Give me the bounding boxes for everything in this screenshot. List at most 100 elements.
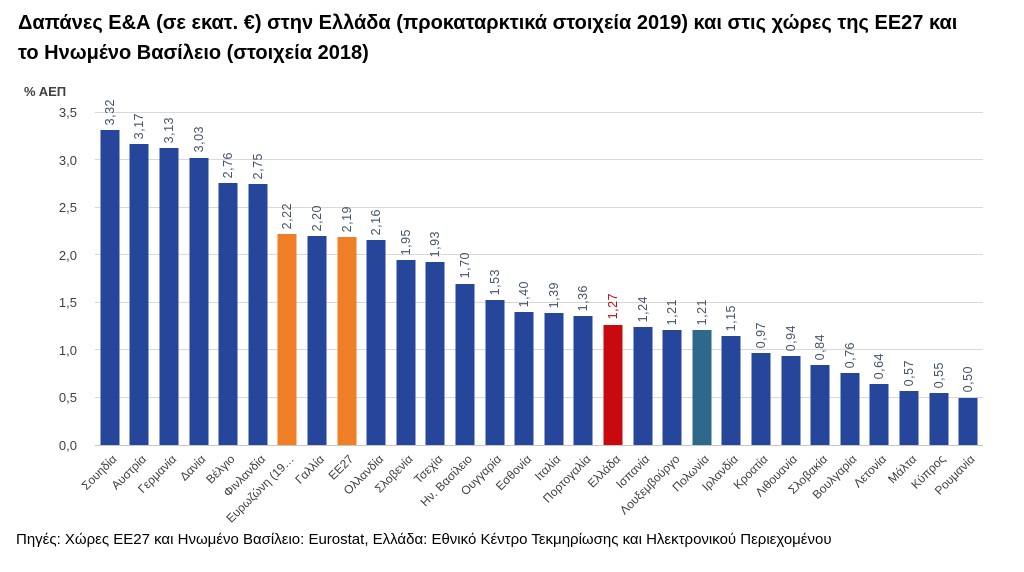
bar [159,148,179,445]
bar [810,365,830,445]
bar-slot: 1,27 Ελλάδα [584,113,628,490]
bar [899,390,919,445]
bar [958,397,978,445]
bar-value-label: 2,16 [369,208,384,236]
bar-slot: 1,21 Πολωνία [669,113,717,494]
bar [692,330,712,445]
bar-slot: 2,20 Γαλλία [292,113,332,487]
bar [721,335,741,445]
bar-value-label: 0,76 [842,341,857,368]
bar-value-label: 0,84 [813,333,828,361]
bar [869,384,889,445]
bar-value-label: 0,94 [783,324,798,351]
bar-value-label: 2,22 [280,203,295,230]
bar [781,355,801,445]
gridline [95,254,983,256]
x-axis-label: Δανία [176,452,209,484]
y-axis-tick-label: 3,0 [58,152,77,168]
bar [455,283,475,445]
bar-value-label: 0,64 [872,352,887,380]
bar-slot: 2,22 Ευρωζώνη (19… [224,113,303,525]
bar-slot: 0,50 Ρουμανία [932,113,983,498]
bar-value-label: 1,40 [517,280,532,308]
bar-slot: 2,75 Φινλανδία [220,113,273,500]
bar [218,183,238,445]
bar [366,240,386,445]
plot-area: 3,32 Σουηδία 3,17 Αυστρία 3,13 Γερμανία 3,03 Δα… [79,99,983,526]
bar-value-label: 2,76 [221,151,236,179]
bar-value-label: 2,75 [250,152,265,180]
source-note: Πηγές: Χώρες ΕΕ27 και Ηνωμένο Βασίλειο: … [16,531,832,548]
bar-slot: 1,24 Ισπανία [613,113,658,491]
bar [514,312,534,445]
bar-slot: 0,57 Μάλτα [885,113,924,487]
y-axis-title: % ΑΕΠ [24,84,67,99]
bar-value-label: 1,39 [546,281,561,309]
bar-slot: 3,13 Γερμανία [135,113,184,496]
bar-slot: 1,93 Τσεχία [411,113,451,487]
bar-slot: 3,03 Δανία [177,113,214,483]
y-axis: 0,0 0,5 1,0 1,5 2,0 2,5 3,0 3,5 [0,105,86,453]
bar-value-label: 0,57 [901,359,916,386]
bar [633,327,653,445]
bar-slot: 0,55 Κύπρος [909,113,954,492]
bar-value-label: 1,15 [724,304,739,331]
bar [840,372,860,445]
bar-value-label: 3,17 [132,112,147,140]
gridline [95,396,983,398]
bar-value-label: 1,21 [665,298,680,326]
bar [929,392,949,445]
bar-slot: 1,36 Πορτογαλία [540,113,599,506]
y-axis-tick-label: 0,0 [58,438,77,453]
y-axis-tick-label: 1,5 [58,295,77,311]
bar-value-label: 1,93 [428,230,443,257]
bar [485,299,505,445]
bar-slot: 1,53 Ουγγαρία [458,113,510,499]
bar [603,324,623,445]
bar-slot: 0,76 Βουλγαρία [810,113,865,502]
bar-value-label: 1,70 [457,252,472,279]
y-axis-tick-label: 3,5 [58,105,77,120]
bar [307,236,327,445]
bar-slot: 1,70 Ην. Βασίλειο [418,113,480,509]
bar-value-label: 3,03 [191,126,206,153]
bar-value-label: 0,55 [931,361,946,388]
bar [129,144,149,445]
bar-slot: 0,84 Σλοβακία [785,113,835,497]
bar [100,130,120,445]
bar [248,184,268,445]
x-axis-label: Γαλλία [292,452,327,487]
bar [189,157,209,445]
gridline [95,112,983,113]
bar-slot: 1,95 Σλοβενία [372,113,421,496]
y-axis-tick-label: 2,5 [58,200,77,216]
bar-value-label: 1,21 [694,298,709,326]
bar-value-label: 1,53 [487,268,502,295]
bar-slot: 1,15 Ιρλανδία [700,113,747,494]
bar-value-label: 0,50 [961,366,976,393]
bar-slot: 3,32 Σουηδία [79,99,125,493]
chart-title: Δαπάνες Ε&Α (σε εκατ. €) στην Ελλάδα (πρ… [18,12,958,64]
bar [544,313,564,445]
gridline [95,349,983,351]
bar-slot: 0,97 Κροατία [731,113,776,493]
bar [662,330,682,445]
bar-slot: 2,19 ΕΕ27 [326,113,362,483]
gridline [95,301,983,303]
bar-slot: 0,94 Λιθουανία [753,113,806,500]
bar-value-label: 3,32 [102,98,117,126]
bar [337,237,357,445]
bar-value-label: 0,97 [753,321,768,348]
bar-slot: 0,64 Λετονία [851,113,895,490]
bar [396,260,416,445]
bar-slot: 2,16 Ολλανδία [341,113,391,498]
bar-value-label: 1,27 [605,293,620,320]
bar [425,261,445,445]
y-axis-tick-label: 2,0 [58,247,77,263]
bar-slot: 1,21 Λουξεμβούργο [617,113,687,518]
bar-value-label: 1,95 [398,228,413,256]
bar-value-label: 1,24 [635,296,650,323]
bar-value-label: 1,36 [576,284,591,311]
bar [277,234,297,445]
bar-slot: 1,39 Ιταλία [532,113,569,484]
